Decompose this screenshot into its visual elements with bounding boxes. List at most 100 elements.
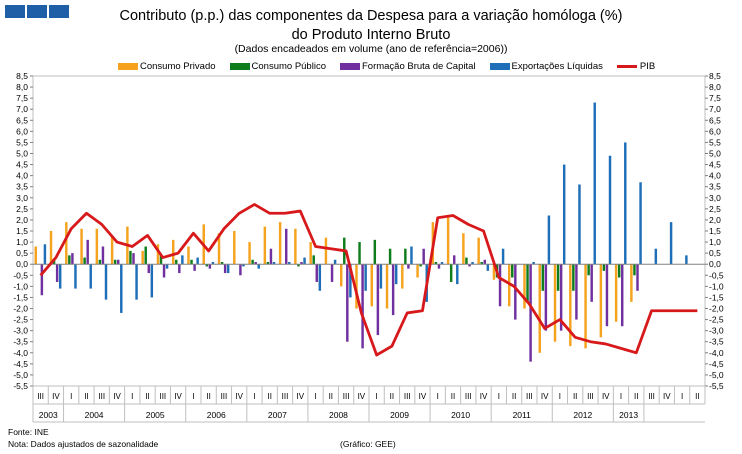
bar — [559, 264, 563, 331]
bar — [422, 248, 425, 265]
bar — [217, 233, 221, 265]
bar — [553, 264, 557, 342]
bar — [562, 164, 566, 265]
plot-frame — [32, 75, 706, 387]
bar — [89, 264, 92, 289]
quarter-label: I — [498, 392, 500, 401]
quarter-label: I — [376, 392, 378, 401]
y-tick-label-left: 8,0 — [16, 82, 28, 92]
y-tick-label-right: 3,0 — [709, 193, 721, 203]
bar — [159, 255, 163, 265]
bar — [303, 257, 306, 265]
bar — [278, 222, 282, 265]
quarter-label: III — [465, 392, 472, 401]
quarter-label: IV — [235, 392, 243, 401]
legend: Consumo Privado Consumo Público Formação… — [118, 61, 669, 72]
y-tick-label-right: -4,5 — [709, 359, 724, 369]
bar — [608, 155, 612, 265]
y-tick-label-left: 1,5 — [16, 226, 28, 236]
bar — [529, 264, 532, 362]
bar — [113, 259, 117, 265]
quarter-label: IV — [113, 392, 121, 401]
bar — [223, 264, 227, 274]
bar — [526, 264, 529, 302]
bar — [150, 264, 154, 298]
y-tick-label-left: -3,5 — [13, 337, 28, 347]
bar — [171, 239, 175, 265]
y-tick-label-left: 0,0 — [16, 259, 28, 269]
quarter-label: III — [98, 392, 105, 401]
bar — [416, 264, 419, 278]
bar — [156, 244, 160, 265]
bar — [349, 264, 352, 298]
pib-line — [39, 203, 698, 357]
bar — [71, 253, 74, 265]
y-tick-label-right: 7,0 — [709, 104, 721, 114]
quarter-label: I — [620, 392, 622, 401]
bar — [498, 264, 502, 307]
bar — [272, 262, 276, 265]
bar — [419, 264, 422, 267]
y-tick-label-left: 3,5 — [16, 182, 28, 192]
quarter-label: II — [695, 392, 699, 401]
bar — [477, 237, 480, 265]
y-tick-label-right: 0,0 — [709, 259, 721, 269]
bar — [34, 246, 37, 265]
bar — [346, 264, 349, 342]
bar — [630, 264, 633, 302]
legend-swatch — [229, 63, 250, 70]
bar — [462, 233, 465, 265]
quarter-label: II — [512, 392, 516, 401]
bar — [312, 255, 315, 265]
bar — [394, 264, 398, 285]
bar — [58, 264, 62, 289]
bar — [407, 264, 410, 269]
bar — [187, 246, 190, 265]
quarter-label: IV — [480, 392, 488, 401]
bar — [132, 253, 135, 265]
bar — [373, 239, 377, 265]
y-tick-label-left: 5,5 — [16, 137, 28, 147]
quarter-label: I — [70, 392, 72, 401]
y-tick-label-right: -0,5 — [709, 270, 724, 280]
chart-title: Contributo (p.p.) das componentes da Des… — [119, 8, 623, 24]
bar — [300, 262, 303, 265]
y-tick-label-right: 5,5 — [709, 137, 721, 147]
bar — [575, 264, 578, 320]
y-tick-label-left: -1,5 — [13, 292, 28, 302]
year-label: 2008 — [329, 410, 348, 420]
bar — [434, 262, 438, 265]
y-tick-label-right: -2,5 — [709, 315, 724, 325]
bar — [74, 264, 77, 289]
year-label: 2013 — [619, 410, 638, 420]
y-tick-label-right: 2,0 — [709, 215, 721, 225]
quarter-label: IV — [358, 392, 366, 401]
bar — [544, 264, 548, 331]
bar — [315, 264, 318, 282]
y-tick-label-right: 8,5 — [709, 71, 721, 81]
quarter-label: I — [253, 392, 255, 401]
quarter-label: IV — [52, 392, 60, 401]
bar — [248, 242, 251, 265]
legend-label: Exportações Líquidas — [511, 61, 603, 72]
quarter-label: IV — [174, 392, 182, 401]
quarter-label: II — [84, 392, 88, 401]
bar — [456, 264, 459, 285]
bar — [175, 259, 178, 265]
quarter-label: I — [681, 392, 683, 401]
year-label: 2011 — [513, 410, 532, 420]
bar — [471, 262, 474, 265]
year-label: 2009 — [390, 410, 409, 420]
bar — [129, 250, 132, 265]
bar — [605, 264, 609, 327]
bar — [569, 264, 572, 347]
bar — [385, 264, 389, 309]
quarter-label: II — [145, 392, 149, 401]
bar — [120, 264, 123, 313]
bar — [211, 262, 215, 265]
y-tick-label-left: -2,5 — [13, 315, 28, 325]
bar — [239, 264, 242, 276]
year-label: 2006 — [207, 410, 226, 420]
quarter-label: IV — [296, 392, 304, 401]
bar — [49, 231, 53, 265]
